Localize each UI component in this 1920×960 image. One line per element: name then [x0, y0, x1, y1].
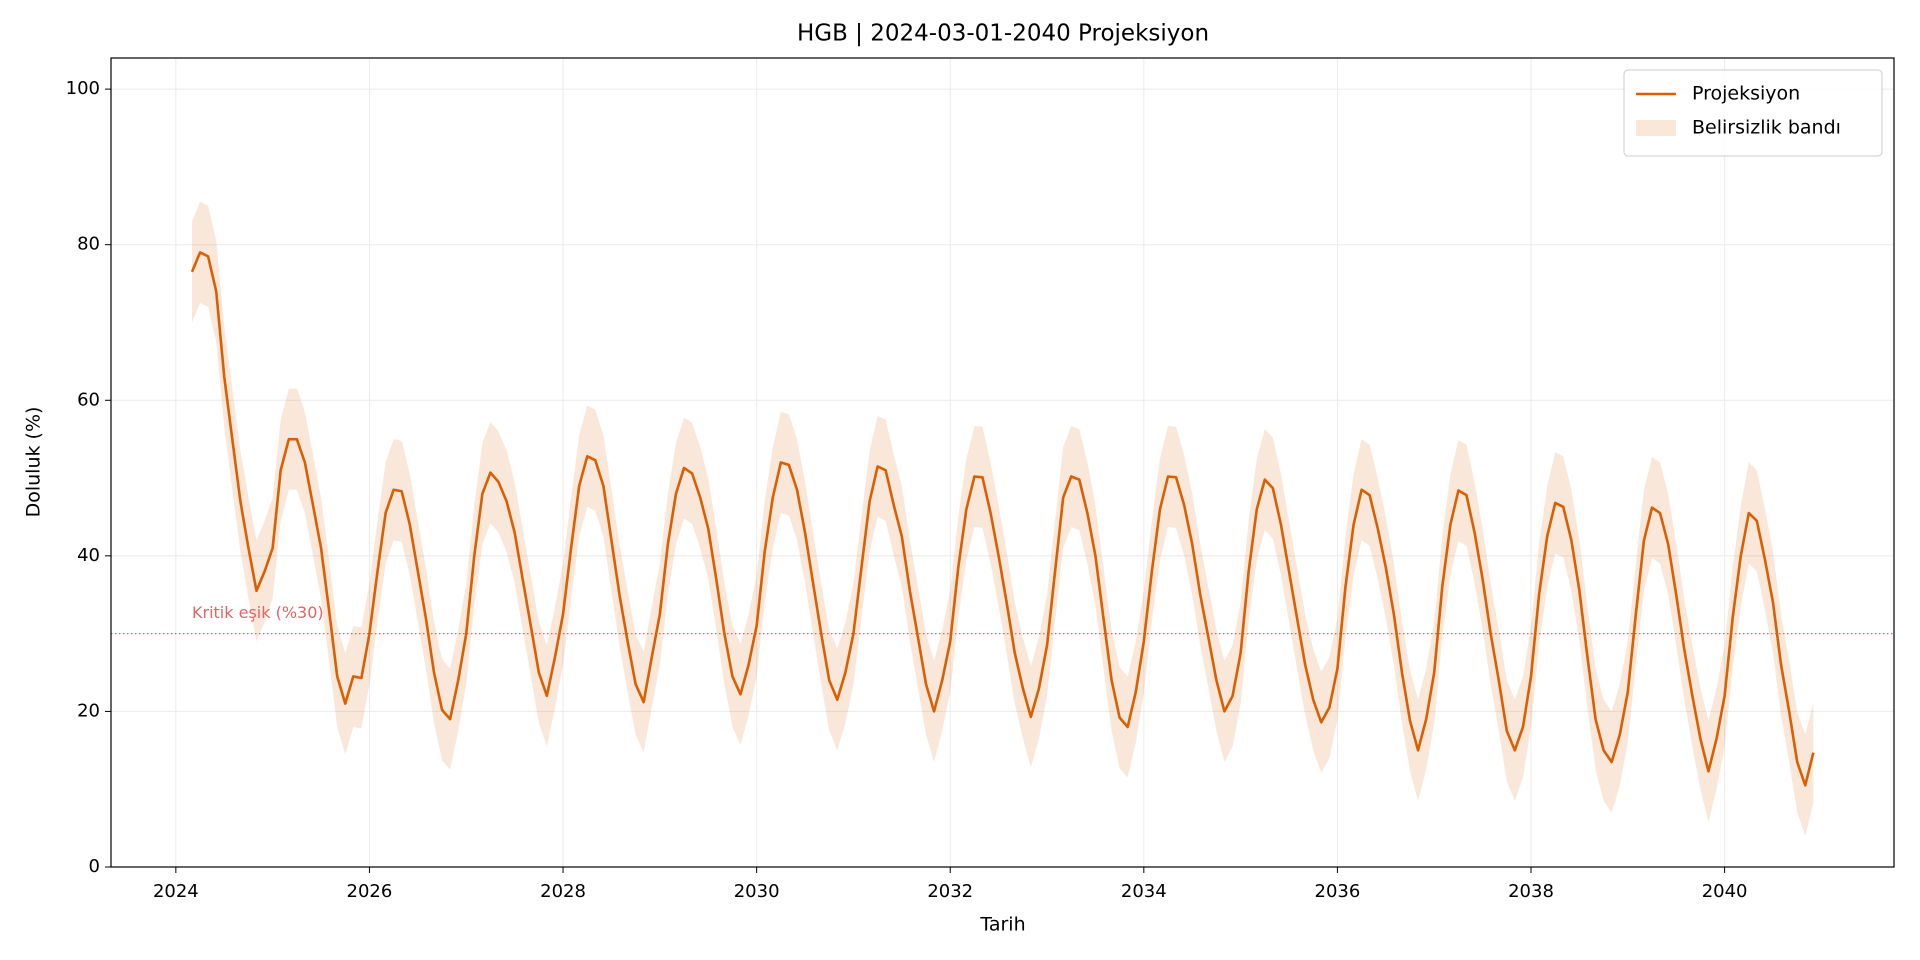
- x-tick-label: 2028: [540, 881, 586, 902]
- threshold-label: Kritik eşik (%30): [192, 603, 324, 622]
- legend-patch: [1636, 120, 1676, 136]
- projection-line: [190, 251, 1815, 787]
- x-tick-label: 2024: [153, 881, 199, 902]
- y-tick-label: 60: [77, 389, 100, 410]
- x-tick-label: 2032: [927, 881, 973, 902]
- legend-label: Belirsizlik bandı: [1692, 117, 1841, 139]
- y-tick-label: 0: [89, 856, 100, 877]
- legend-box: [1623, 69, 1883, 157]
- y-tick-label: 100: [66, 78, 100, 99]
- legend: Projeksiyon Belirsizlik bandı: [1623, 69, 1883, 157]
- legend-label: Projeksiyon: [1692, 83, 1800, 105]
- x-tick-label: 2026: [347, 881, 393, 902]
- plot-frame: [110, 57, 1895, 868]
- x-tick-label: 2038: [1508, 881, 1554, 902]
- x-axis-label: Tarih: [979, 914, 1025, 936]
- y-tick-label: 20: [77, 700, 100, 721]
- y-tick-label: 40: [77, 545, 100, 566]
- x-tick-label: 2036: [1315, 881, 1361, 902]
- x-tick-label: 2034: [1121, 881, 1167, 902]
- y-axis-label: Doluluk (%): [23, 407, 45, 518]
- y-tick-label: 80: [77, 234, 100, 255]
- chart-title: HGB | 2024-03-01-2040 Projeksiyon: [797, 21, 1209, 47]
- uncertainty-band: [192, 201, 1814, 836]
- x-tick-label: 2030: [734, 881, 780, 902]
- x-tick-label: 2040: [1702, 881, 1748, 902]
